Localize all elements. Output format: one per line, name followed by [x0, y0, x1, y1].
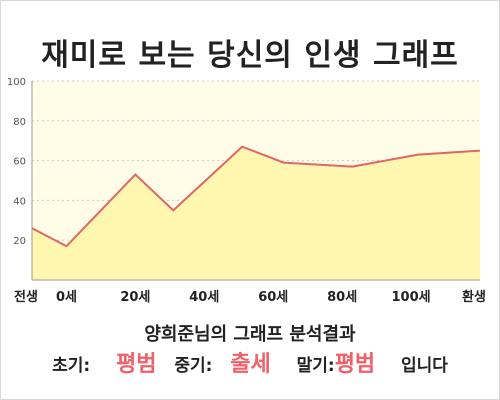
x-tick-label: 80세 [327, 290, 357, 305]
middle-value: 출세 [230, 352, 271, 377]
late-value: 평범 [334, 352, 376, 377]
y-tick-label: 40 [13, 196, 26, 207]
y-tick-label: 20 [13, 236, 26, 247]
y-tick-label: 100 [7, 77, 26, 88]
x-tick-label: 20세 [120, 290, 150, 305]
early-label: 초기: [52, 356, 91, 376]
y-tick-labels: 20 40 60 80 100 [7, 77, 26, 247]
x-tick-label: 40세 [189, 290, 219, 305]
x-tick-label: 전생 [14, 289, 38, 305]
x-tick-label: 60세 [258, 290, 288, 305]
x-tick-labels: 전생 0세 20세 40세 60세 80세 100세 환생 [14, 289, 486, 305]
y-tick-label: 80 [13, 117, 26, 128]
x-tick-label: 100세 [392, 290, 431, 305]
result-ending: 입니다 [401, 356, 448, 376]
result-title: 양희준님의 그래프 분석결과 [144, 324, 356, 345]
x-tick-label: 환생 [462, 289, 486, 305]
middle-label: 중기: [174, 356, 213, 376]
result-summary: 초기: 평범 중기: 출세 말기:평범 입니다 [0, 346, 500, 378]
chart-title: 재미로 보는 당신의 인생 그래프 [41, 38, 459, 73]
y-tick-label: 60 [13, 157, 26, 168]
late-label: 말기: [296, 356, 335, 376]
area-fill [32, 146, 480, 280]
early-value: 평범 [116, 352, 157, 377]
x-tick-label: 0세 [56, 290, 77, 305]
series-line [31, 145, 481, 248]
